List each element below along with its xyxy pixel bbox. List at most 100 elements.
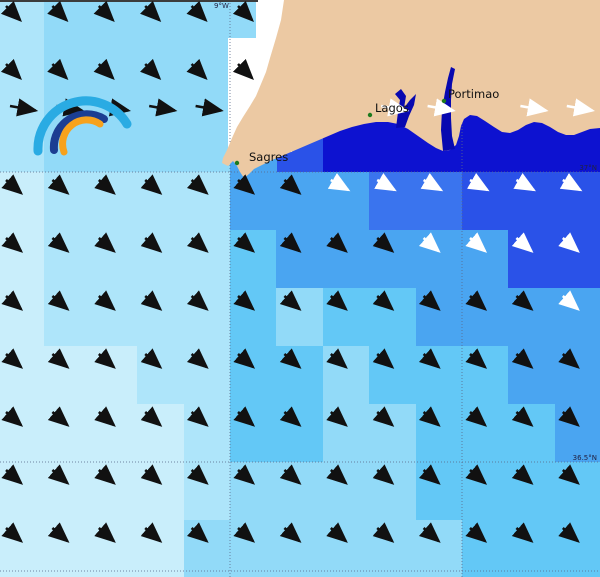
wind-arrow (186, 290, 209, 311)
wind-arrow (94, 522, 116, 543)
logo-arc (49, 110, 108, 154)
city-label: Sagres (249, 150, 288, 164)
wind-arrow (279, 348, 302, 369)
wind-arrow (94, 464, 116, 485)
wind-arrow (94, 406, 116, 427)
graticule-label: 36.5°N (573, 454, 597, 462)
wind-arrow (186, 58, 208, 80)
wind-arrow (418, 406, 441, 427)
wind-arrow (232, 58, 254, 80)
wind-arrow (1, 232, 24, 253)
wind-arrow (148, 98, 178, 117)
wind-arrow (1, 290, 24, 311)
wind-arrow (558, 406, 580, 427)
wind-arrow (233, 464, 256, 485)
city-label: Lagos (375, 101, 409, 115)
wind-arrow (47, 290, 70, 311)
wind-arrow (94, 290, 116, 311)
wind-arrow (186, 232, 209, 253)
wind-arrow (186, 464, 209, 485)
land-coastline (222, 0, 600, 178)
wind-arrow (558, 348, 580, 369)
wind-arrow (233, 348, 256, 369)
wind-arrow (326, 464, 348, 485)
wind-arrow (186, 0, 208, 22)
wind-arrow (93, 0, 115, 22)
wind-arrow (140, 232, 163, 253)
wind-arrow (511, 290, 534, 311)
wind-arrow (186, 406, 209, 427)
wind-arrow (511, 464, 534, 485)
wind-arrow (94, 348, 116, 369)
wind-arrow (0, 58, 22, 80)
wind-arrow (465, 522, 488, 543)
wind-arrow (47, 522, 70, 543)
wind-arrow (372, 232, 395, 253)
wind-arrow (140, 522, 163, 543)
city-dot (367, 112, 373, 118)
wind-arrow (94, 174, 116, 195)
graticule-label: 9°W (214, 2, 229, 10)
wind-arrow (233, 290, 256, 311)
wind-arrow (558, 522, 580, 543)
wind-arrow (511, 348, 534, 369)
wind-arrow (1, 464, 24, 485)
wind-arrow (427, 98, 456, 117)
wind-arrow (47, 348, 70, 369)
wind-arrow (1, 522, 24, 543)
wind-arrow (47, 174, 70, 195)
logo-arc (59, 116, 104, 156)
wind-arrow (279, 406, 302, 427)
wind-arrow (418, 348, 441, 369)
wind-arrow (1, 348, 24, 369)
wind-arrow (279, 232, 302, 253)
wind-arrow (372, 522, 395, 543)
wind-arrow (465, 232, 488, 253)
wind-arrow (232, 0, 254, 22)
logo-arc (33, 96, 132, 156)
city-dot (441, 98, 447, 104)
wind-arrow (233, 232, 256, 253)
wind-arrow (326, 290, 348, 311)
wind-arrow (233, 522, 256, 543)
wind-arrow (326, 348, 348, 369)
wind-arrow (372, 348, 395, 369)
wind-arrow (93, 58, 115, 80)
wind-arrow (558, 464, 580, 485)
wind-arrow (140, 174, 163, 195)
wind-arrow (47, 58, 69, 80)
wind-arrow (465, 406, 488, 427)
wind-arrow (418, 232, 441, 253)
wind-arrow (465, 290, 488, 311)
wind-arrow (511, 232, 534, 253)
wind-arrow (327, 173, 351, 192)
wind-arrow (465, 348, 488, 369)
wind-arrow (186, 348, 209, 369)
wind-arrow (140, 0, 162, 22)
wind-arrow (511, 522, 534, 543)
wind-arrow (94, 232, 116, 253)
wind-arrow (372, 406, 395, 427)
wind-arrow (559, 173, 583, 192)
wind-arrow (520, 98, 549, 117)
wind-speed-cell (137, 114, 185, 173)
wind-arrow (380, 98, 410, 117)
city-dot (234, 160, 240, 166)
wind-arrow (140, 348, 163, 369)
city-label: Portimao (448, 87, 499, 101)
wind-arrow (140, 290, 163, 311)
wind-arrow (47, 232, 70, 253)
wind-arrow (279, 464, 302, 485)
wind-arrow (465, 464, 488, 485)
wind-arrow (279, 522, 302, 543)
wind-arrow (0, 0, 22, 22)
wind-arrow (558, 232, 580, 253)
wind-arrow (9, 98, 39, 117)
wind-arrow (186, 522, 209, 543)
wind-arrow (140, 464, 163, 485)
wind-arrow (233, 174, 256, 195)
wind-arrow (140, 58, 162, 80)
wind-arrow (372, 290, 395, 311)
